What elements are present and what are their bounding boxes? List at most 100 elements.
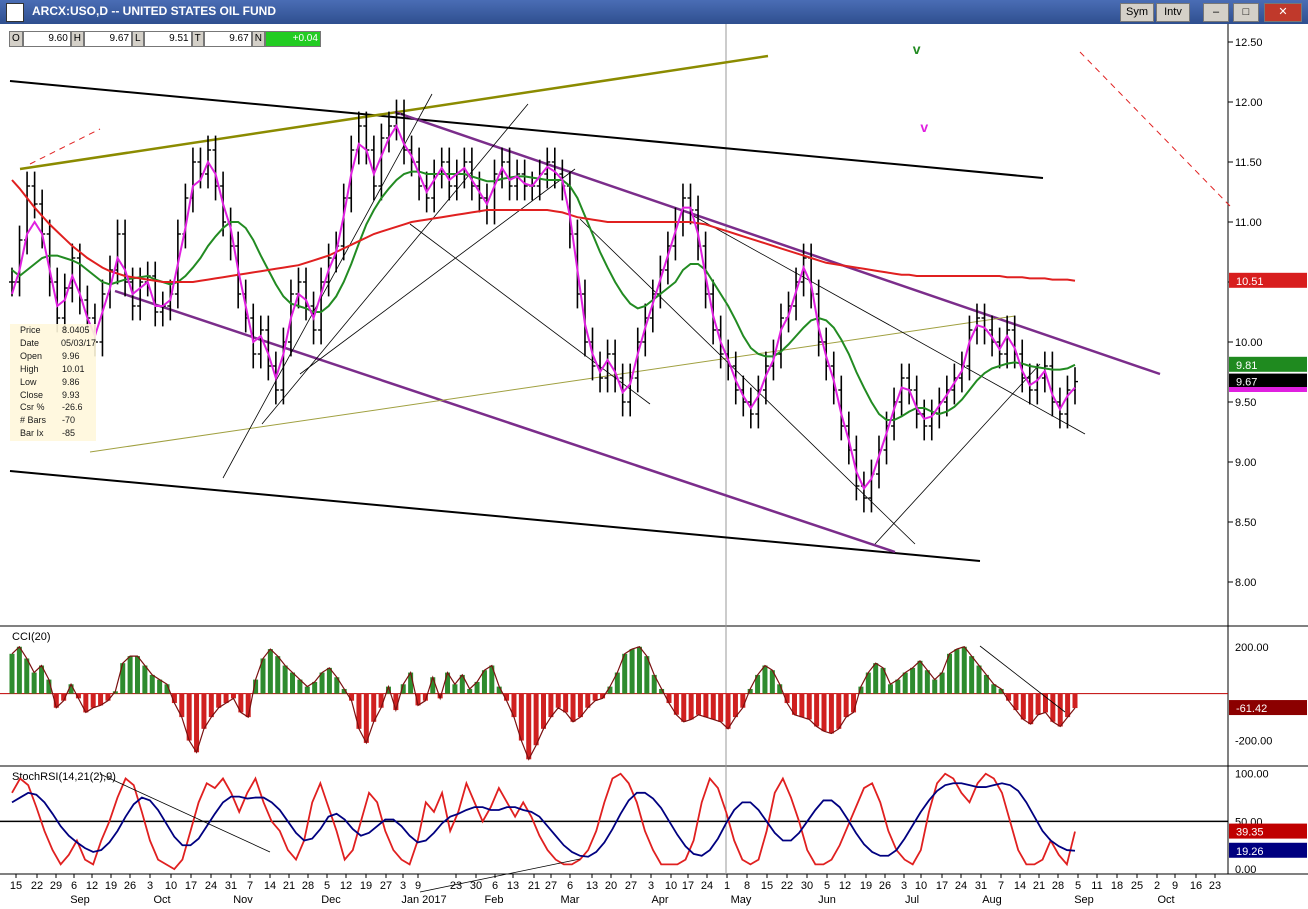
date-tick-label: 28 (1052, 880, 1064, 892)
signal-marker: v (920, 119, 928, 135)
cci-bar (924, 670, 930, 694)
cci-bar (636, 646, 642, 694)
cci-bar (718, 693, 724, 722)
cci-last-box (1229, 700, 1307, 716)
price-bar (122, 219, 129, 297)
ohlc-label: T (191, 31, 204, 47)
cci-bar (740, 693, 746, 708)
date-tick-label: 7 (998, 880, 1004, 892)
cci-bar (39, 665, 45, 694)
cci-bar (216, 693, 222, 708)
date-tick-label: 19 (360, 880, 372, 892)
ohlc-label: H (70, 31, 85, 47)
date-tick-label: 9 (415, 880, 421, 892)
cci-bar (245, 693, 251, 718)
stochrsi-last-label: 19.26 (1236, 846, 1264, 858)
cci-bar (983, 674, 989, 694)
title-bar (0, 0, 1308, 24)
cci-last-label: -61.42 (1236, 703, 1267, 715)
price-bar (31, 171, 38, 219)
date-tick-label: 9 (1172, 880, 1178, 892)
date-tick-label: 6 (567, 880, 573, 892)
cci-bar (917, 660, 923, 694)
month-tick-label: May (731, 894, 752, 906)
date-tick-label: 5 (824, 880, 830, 892)
maximize-button[interactable]: □ (1233, 3, 1259, 22)
cci-bar (157, 679, 163, 694)
date-tick-label: 11 (1091, 880, 1102, 892)
ema-last-marker (1229, 387, 1307, 392)
ohlc-label: N (251, 31, 265, 47)
data-window-label: Low (20, 376, 37, 387)
date-tick-label: 30 (801, 880, 813, 892)
cci-line (11, 645, 1076, 761)
cci-bar (282, 665, 288, 694)
cci-bar (880, 667, 886, 694)
cci-bar (976, 665, 982, 694)
date-tick-label: 19 (105, 880, 117, 892)
ohlc-bar: O 9.60 H 9.67 L 9.51 T 9.67 N +0.04 (9, 31, 321, 47)
interval-button[interactable]: Intv (1156, 3, 1190, 22)
cci-bar (592, 693, 598, 701)
cci-bar (408, 672, 414, 694)
cci-bar (747, 688, 753, 694)
cci-bar (600, 693, 606, 699)
price-bar (378, 123, 385, 201)
price-bar (99, 279, 106, 357)
cci-bar (1020, 693, 1026, 720)
price-tick-label: 8.50 (1235, 517, 1256, 529)
date-tick-label: 23 (450, 880, 462, 892)
data-window-row: High 10.01 (10, 363, 96, 376)
date-tick-label: 15 (10, 880, 22, 892)
cci-bar (16, 646, 22, 694)
date-tick-label: 24 (701, 880, 713, 892)
cci-bar (526, 693, 532, 760)
date-tick-label: 7 (247, 880, 253, 892)
data-window-label: Price (20, 325, 41, 335)
cci-bar (777, 684, 783, 694)
date-tick-label: 26 (879, 880, 891, 892)
minimize-button[interactable]: – (1203, 3, 1229, 22)
price-tick-label: 9.00 (1235, 457, 1256, 469)
cci-bar (459, 674, 465, 694)
close-button[interactable]: ✕ (1264, 3, 1302, 22)
month-tick-label: Jun (818, 894, 836, 906)
cci-bar (83, 693, 89, 713)
price-tick-label: 11.00 (1235, 217, 1262, 229)
price-bar (1064, 375, 1071, 429)
price-bar (250, 303, 257, 369)
cci-bar (784, 693, 790, 704)
last-value-label: 10.51 (1236, 276, 1264, 288)
cci-bar (799, 693, 805, 718)
cci-bar (319, 672, 325, 694)
ohlc-value: +0.04 (264, 31, 321, 47)
cci-bar (393, 693, 399, 711)
date-tick-label: 14 (1014, 880, 1026, 892)
trendline-purple-upper (394, 110, 1161, 376)
date-tick-label: 27 (545, 880, 557, 892)
cci-bar (90, 693, 96, 708)
data-window-label: Open (20, 350, 43, 361)
cci-bar (378, 693, 384, 708)
cci-bar (297, 679, 303, 694)
cci-bar (614, 672, 620, 694)
cci-bar (68, 684, 74, 694)
cci-bar (275, 656, 281, 694)
month-tick-label: Sep (1074, 894, 1094, 906)
month-tick-label: Mar (561, 894, 580, 906)
trendline-upper-black (9, 80, 1044, 179)
data-window-row: Date 05/03/17 (10, 337, 96, 350)
symbol-button[interactable]: Sym (1120, 3, 1154, 22)
price-chart[interactable]: vv^ CCI(20) StochRSI(14,21(2),9) 12.5012… (0, 24, 1308, 909)
ohlc-label: L (132, 31, 144, 47)
trendline-thin-olive (89, 315, 1016, 453)
price-bar (69, 243, 76, 303)
date-tick-label: 10 (915, 880, 927, 892)
cci-bar (496, 686, 502, 694)
date-tick-label: 24 (205, 880, 217, 892)
cci-bar (341, 688, 347, 694)
price-bar (468, 147, 475, 201)
cci-bar (1035, 693, 1041, 715)
last-value-box (1229, 272, 1307, 288)
cci-bar (1006, 693, 1012, 701)
